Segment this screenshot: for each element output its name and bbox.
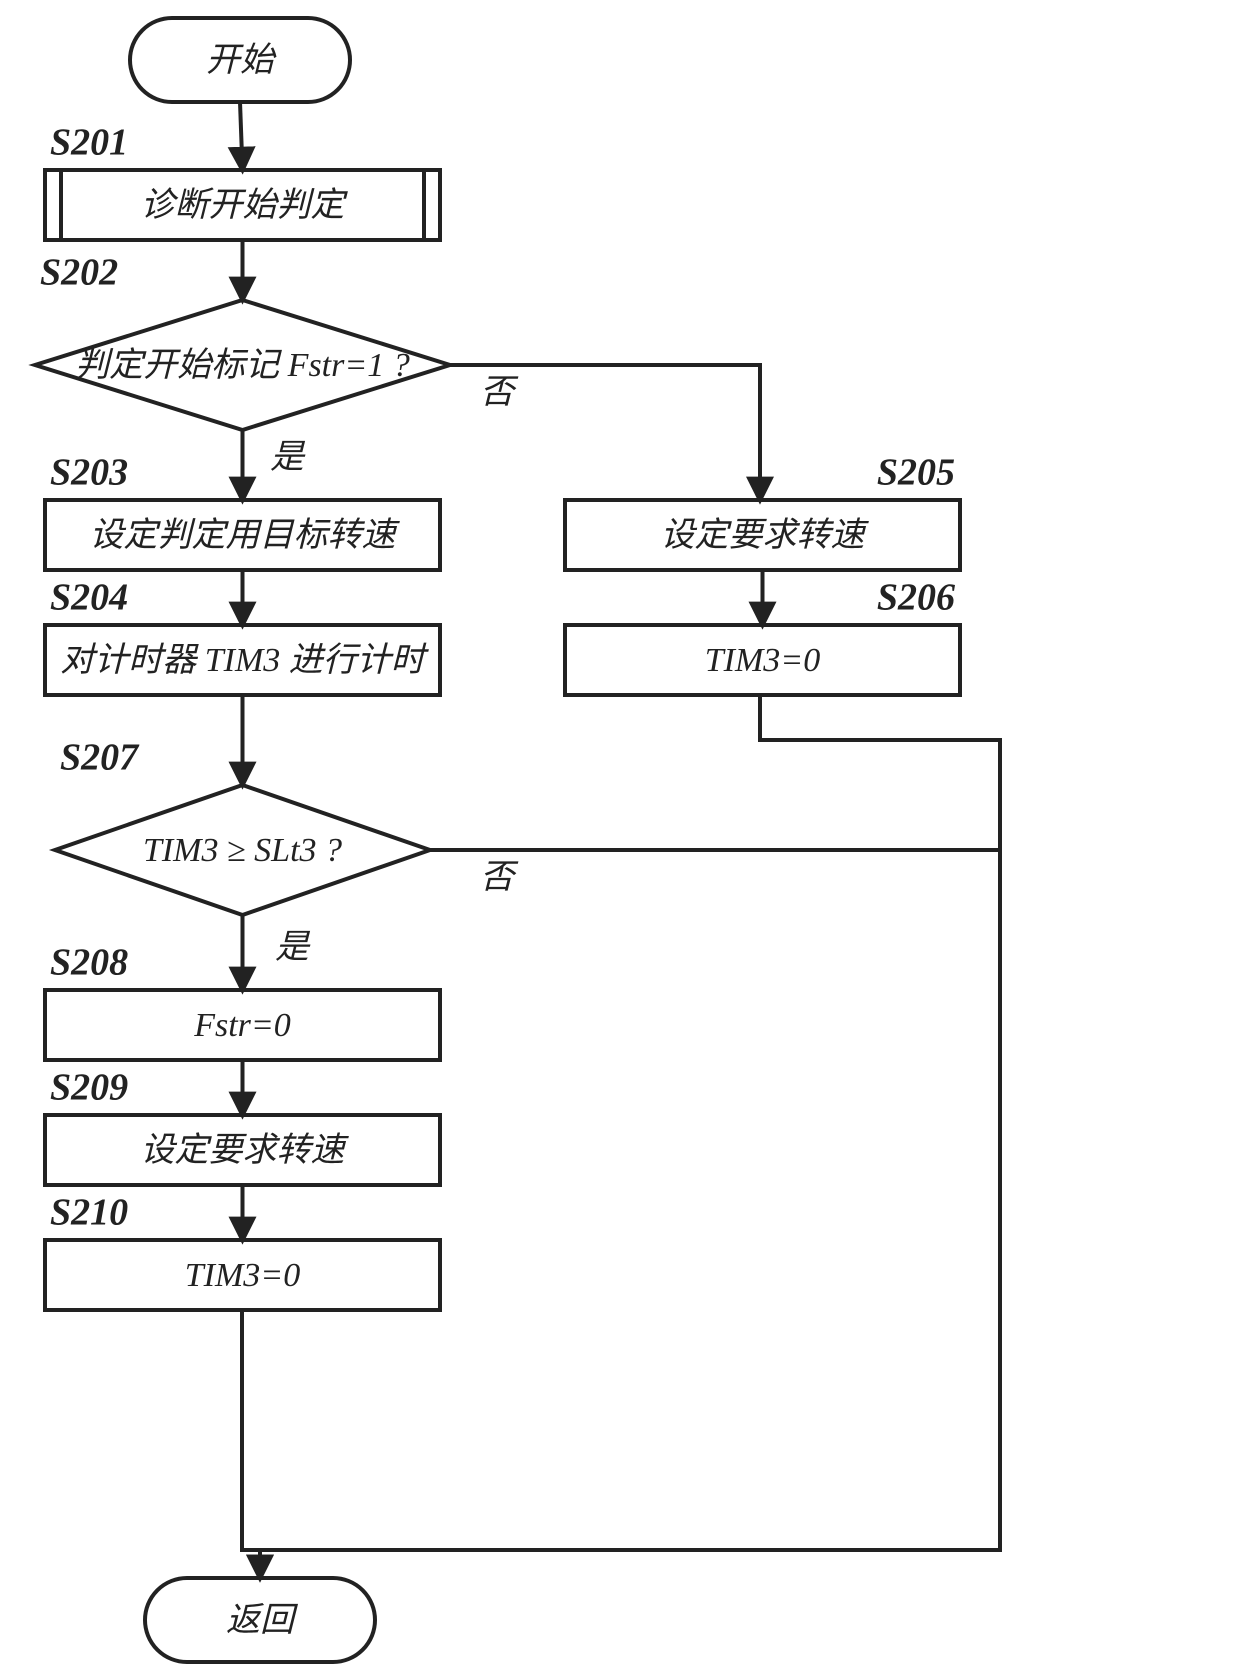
step-label: S207 (60, 737, 140, 779)
svg-text:Fstr=0: Fstr=0 (193, 1007, 291, 1044)
svg-text:设定要求转速: 设定要求转速 (661, 517, 870, 554)
step-label: S210 (50, 1192, 128, 1234)
terminal-start: 开始 (130, 18, 350, 102)
step-label: S202 (40, 252, 118, 294)
step-label: S206 (877, 577, 955, 619)
step-label: S201 (50, 122, 128, 164)
branch-label-yes: 是 (275, 929, 311, 966)
svg-text:TIM3 ≥ SLt3 ?: TIM3 ≥ SLt3 ? (143, 832, 342, 869)
svg-text:开始: 开始 (206, 42, 277, 79)
node-n205: 设定要求转速S205 (565, 452, 960, 570)
edge (242, 1310, 260, 1578)
edge (760, 695, 1000, 850)
svg-text:设定判定用目标转速: 设定判定用目标转速 (90, 517, 401, 554)
step-label: S205 (877, 452, 955, 494)
svg-text:对计时器 TIM3 进行计时: 对计时器 TIM3 进行计时 (60, 642, 430, 679)
step-label: S208 (50, 942, 128, 984)
edge (240, 102, 243, 170)
edge (260, 850, 1000, 1550)
step-label: S204 (50, 577, 128, 619)
branch-label-yes: 是 (270, 439, 306, 476)
terminal-end: 返回 (145, 1578, 375, 1662)
svg-text:设定要求转速: 设定要求转速 (141, 1132, 350, 1169)
svg-text:TIM3=0: TIM3=0 (185, 1257, 301, 1294)
svg-text:TIM3=0: TIM3=0 (705, 642, 821, 679)
step-label: S203 (50, 452, 128, 494)
step-label: S209 (50, 1067, 128, 1109)
svg-text:判定开始标记 Fstr=1 ?: 判定开始标记 Fstr=1 ? (75, 347, 410, 384)
svg-text:诊断开始判定: 诊断开始判定 (141, 187, 349, 224)
branch-label-no: 否 (480, 859, 519, 896)
branch-label-no: 否 (480, 374, 519, 411)
svg-text:返回: 返回 (226, 1602, 299, 1639)
